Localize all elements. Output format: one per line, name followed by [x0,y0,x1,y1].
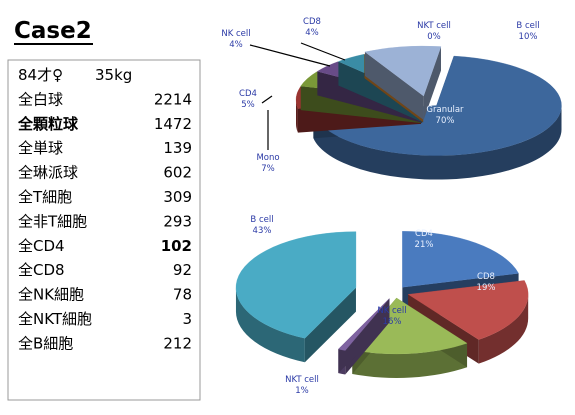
slice-percent: 7% [261,164,275,174]
slice-label: NK cell [377,306,406,316]
row-value: 309 [163,188,192,206]
row-value: 2214 [154,90,192,108]
slice-edge [423,46,442,121]
row-value: 1472 [154,115,192,133]
slice-percent: 10% [519,32,538,42]
slice-label: B cell [516,21,539,31]
slice-percent: 21% [415,240,434,250]
slice-label: Mono [256,153,279,163]
row-label: 全非T細胞 [18,212,87,230]
pie-slice [235,231,357,363]
slice-label: CD8 [477,272,495,282]
slice-edge [304,287,356,363]
slice-percent: 4% [305,28,319,38]
table: 84才♀ 35kg 全白球 2214 全顆粒球 1472 全単球 139 全琳派球 602 全T細胞… [17,66,192,352]
slice-side [352,343,468,378]
table-box [7,59,201,401]
slice-edge [338,298,390,374]
row-label: 全白球 [18,90,63,108]
slice-label: Granular [426,105,464,115]
pie-slice [338,298,390,375]
row-label: 全単球 [18,139,63,157]
row-value: 602 [163,164,192,182]
slice-side [296,99,298,133]
row-label: 全CD8 [18,261,65,279]
leader [261,95,273,104]
row-label: 全NK細胞 [18,286,84,304]
row-value: 3 [182,310,192,328]
row-label: 全NKT細胞 [18,310,92,328]
row-value: 92 [173,261,192,279]
row-label: 全B細胞 [18,334,73,352]
slice-top [338,298,390,351]
slice-label: NKT cell [417,21,451,31]
slice-label: CD4 [415,229,433,239]
slice-top [364,45,442,97]
slice-side [478,294,529,364]
row-label: 全T細胞 [18,188,72,206]
row-value: 139 [163,139,192,157]
slice-side [313,105,562,180]
slice-percent: 16% [383,317,402,327]
leader [300,42,346,61]
slice-label: NKT cell [285,375,319,385]
slice-percent: 0% [427,32,441,42]
row-value: 212 [163,334,192,352]
slice-top [235,231,357,339]
row-label: 全CD4 [18,237,65,255]
pie-slice [364,45,442,121]
slice-percent: 4% [229,40,243,50]
slice-edge [364,51,424,121]
title: Case2 [14,18,92,44]
slice-top [402,231,519,288]
slice-label: B cell [250,215,273,225]
slice-edge [338,61,423,123]
row-value: 293 [163,212,192,230]
row-value: 35kg [95,66,132,84]
leader [249,44,331,67]
slice-percent: 43% [253,226,272,236]
row-value: 102 [161,237,192,255]
row-label: 84才♀ [18,66,63,84]
slice-percent: 19% [477,283,496,293]
slice-top [313,55,562,156]
slice-percent: 70% [436,116,455,126]
slice-percent: 5% [241,100,255,110]
slice-side [235,287,305,363]
row-value: 78 [173,286,192,304]
slice-label: CD8 [303,17,321,27]
slice-label: NK cell [221,29,250,39]
row-label: 全顆粒球 [17,115,79,133]
slice-percent: 1% [295,386,309,396]
row-label: 全琳派球 [18,164,78,182]
slice-top [407,280,529,340]
slice-label: CD4 [239,89,257,99]
